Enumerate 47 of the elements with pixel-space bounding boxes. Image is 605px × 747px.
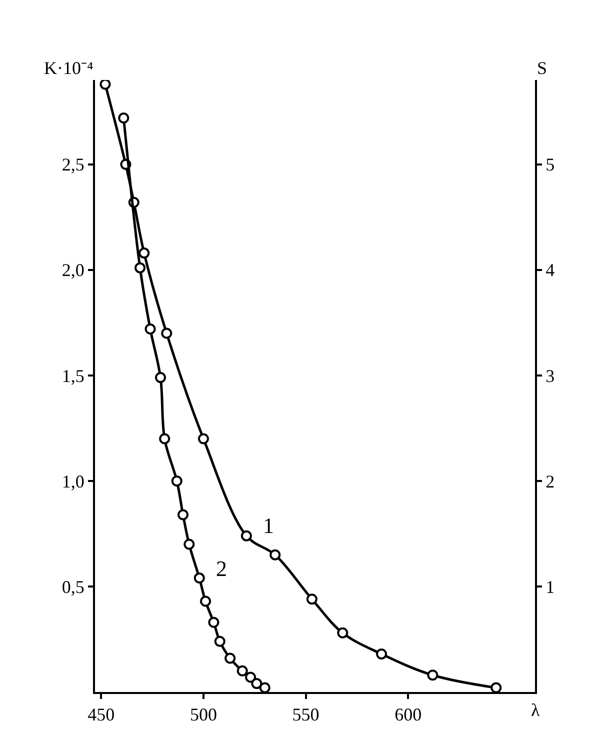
point <box>306 594 318 605</box>
point <box>134 262 146 274</box>
point <box>270 549 281 560</box>
point <box>161 328 172 339</box>
point <box>240 530 252 542</box>
y2-tick-label: 3 <box>546 366 555 386</box>
y2-tick-label: 2 <box>546 471 555 492</box>
y-axis-title: K·10⁻⁴ <box>44 58 94 78</box>
point <box>154 372 166 384</box>
point <box>100 80 111 90</box>
x-tick-label: 450 <box>88 704 115 725</box>
x-tick-label: 600 <box>394 704 422 725</box>
point <box>198 433 209 444</box>
y-tick-label: 2,0 <box>62 260 84 280</box>
y-tick-label: 1,5 <box>62 366 84 386</box>
point <box>376 648 388 660</box>
point <box>171 475 182 486</box>
point <box>224 652 236 664</box>
y-tick-label: 0,5 <box>62 576 84 597</box>
series-label: 2 <box>216 556 227 581</box>
y2-tick-label: 5 <box>546 154 555 175</box>
point <box>194 572 205 584</box>
point <box>184 538 195 550</box>
point <box>178 509 188 520</box>
series-label: 1 <box>263 513 274 538</box>
y-tick-label: 2,5 <box>62 154 84 175</box>
point <box>208 616 220 628</box>
y2-axis-title: S <box>537 58 548 78</box>
y-tick-label: 1,0 <box>62 471 84 492</box>
point <box>427 670 438 681</box>
point <box>236 665 248 676</box>
point <box>200 596 212 607</box>
point <box>144 324 156 335</box>
point <box>259 682 270 692</box>
y2-tick-label: 1 <box>546 576 555 597</box>
point <box>245 672 256 683</box>
point <box>337 627 348 638</box>
point <box>138 248 150 259</box>
point <box>214 636 226 647</box>
point <box>118 112 130 124</box>
x-tick-label: 500 <box>190 704 217 725</box>
point <box>159 433 170 444</box>
y2-tick-label: 4 <box>546 260 555 280</box>
x-tick-label: 550 <box>292 704 320 725</box>
point <box>251 678 262 690</box>
x-axis-title: λ <box>531 700 540 720</box>
point <box>490 682 502 692</box>
